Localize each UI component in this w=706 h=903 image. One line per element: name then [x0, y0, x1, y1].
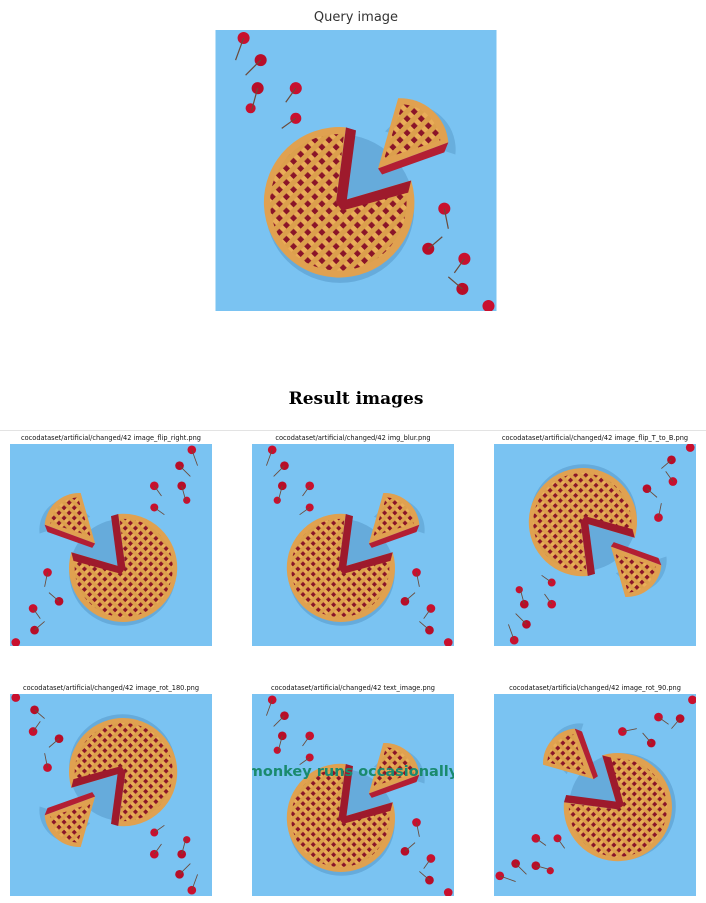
result-caption: cocodataset/artificial/changed/42 image_…: [21, 434, 201, 442]
result-image: [10, 694, 212, 896]
result-image: monkey runs occasionally: [252, 694, 454, 896]
cherry-pie-photo: [494, 694, 696, 896]
result-card-flip-top-to-bottom: cocodataset/artificial/changed/42 image_…: [490, 433, 700, 646]
result-image: [10, 444, 212, 646]
query-image-title: Query image: [313, 10, 399, 25]
cherry-pie-photo: [215, 30, 497, 311]
query-image: [215, 30, 497, 311]
result-card-flip-right: cocodataset/artificial/changed/42 image_…: [6, 433, 216, 646]
results-divider: [0, 430, 706, 431]
cherry-pie-photo: monkey runs occasionally: [252, 694, 454, 896]
result-caption: cocodataset/artificial/changed/42 image_…: [509, 684, 681, 692]
result-caption: cocodataset/artificial/changed/42 img_bl…: [275, 434, 431, 442]
result-card-text-image: cocodataset/artificial/changed/42 text_i…: [248, 683, 458, 896]
result-caption: cocodataset/artificial/changed/42 image_…: [22, 684, 200, 692]
result-image: [494, 694, 696, 896]
result-caption: cocodataset/artificial/changed/42 text_i…: [271, 684, 435, 692]
cherry-pie-photo: [494, 444, 696, 646]
results-title: Result images: [288, 389, 424, 409]
overlay-text: monkey runs occasionally: [252, 764, 454, 780]
result-card-blur: cocodataset/artificial/changed/42 img_bl…: [248, 433, 458, 646]
result-image: [252, 444, 454, 646]
cherry-pie-photo: [10, 694, 212, 896]
result-card-rot-90: cocodataset/artificial/changed/42 image_…: [490, 683, 700, 896]
result-card-rot-180: cocodataset/artificial/changed/42 image_…: [6, 683, 216, 896]
result-image: [494, 444, 696, 646]
cherry-pie-photo: [10, 444, 212, 646]
cherry-pie-photo: [252, 444, 454, 646]
result-caption: cocodataset/artificial/changed/42 image_…: [501, 434, 689, 442]
